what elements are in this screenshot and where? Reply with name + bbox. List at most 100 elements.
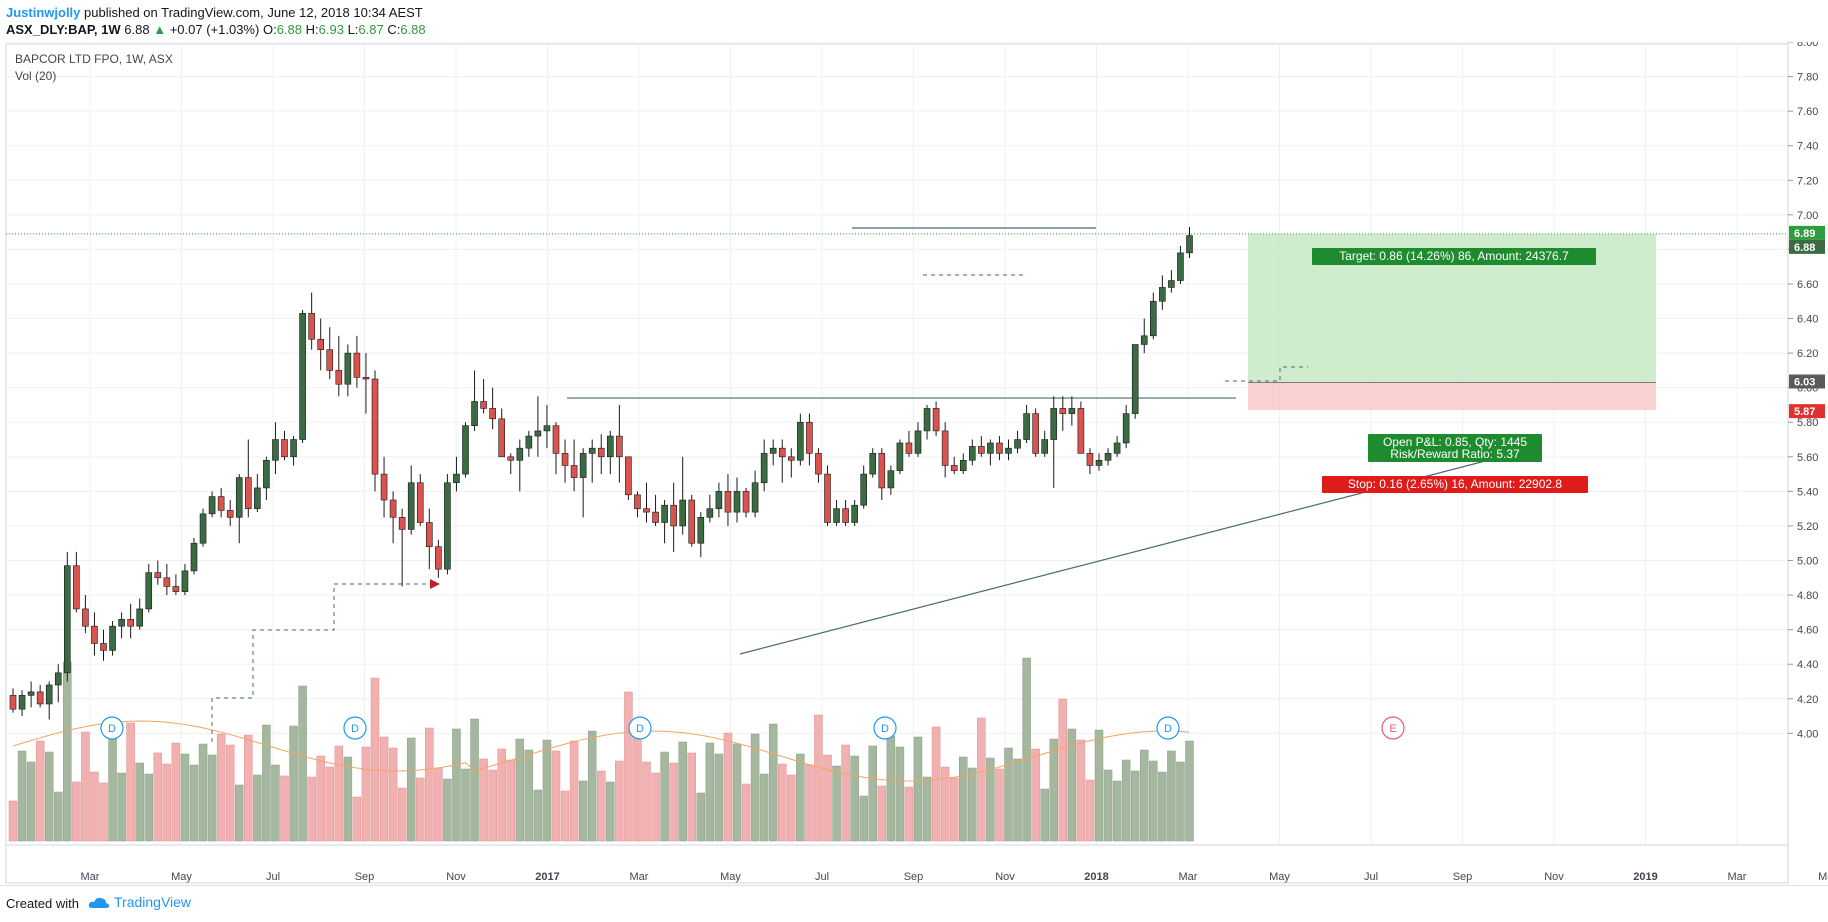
- volume-bar: [434, 767, 443, 842]
- volume-bar: [225, 744, 235, 842]
- volume-bar: [986, 757, 995, 842]
- candle-body: [407, 482, 415, 530]
- candle-body: [217, 496, 225, 511]
- volume-bar: [678, 741, 687, 842]
- volume-bars: [8, 657, 1194, 842]
- open-pl-label-text: Risk/Reward Ratio: 5.37: [1390, 447, 1520, 461]
- price-tag-label: 6.88: [1794, 242, 1815, 254]
- candle-body: [552, 425, 560, 454]
- volume-bar: [995, 768, 1004, 842]
- candle-body: [1131, 344, 1139, 414]
- time-axis[interactable]: Mar May Jul Sep Nov 2017 Mar May Jul Sep Nov 2018 Ma…: [6, 844, 1828, 883]
- time-tick-label: May: [1818, 871, 1828, 883]
- candle-body: [1140, 335, 1148, 345]
- volume-bar: [904, 786, 914, 842]
- volume-bar: [1149, 760, 1158, 842]
- candle-body: [362, 377, 370, 380]
- volume-bar: [370, 677, 380, 842]
- volume-bar: [606, 781, 615, 842]
- price-tag-label: 6.03: [1794, 376, 1815, 388]
- price-tag-bg: [1789, 239, 1825, 254]
- price-tick-label: 5.60: [1797, 452, 1818, 464]
- volume-bar: [244, 734, 253, 842]
- volume-ma-line: [12, 720, 1190, 782]
- candle-body: [1068, 408, 1076, 414]
- volume-bar: [153, 752, 163, 842]
- candle-body: [335, 370, 343, 385]
- candle-body: [597, 447, 605, 458]
- dividend-marker: [873, 716, 897, 740]
- volume-bar: [877, 785, 887, 842]
- volume-bar: [1085, 779, 1095, 842]
- volume-bar: [135, 762, 144, 842]
- volume-bar: [1167, 750, 1176, 842]
- candle-body: [688, 499, 696, 544]
- candle-body: [190, 542, 198, 572]
- volume-bar: [542, 739, 552, 842]
- volume-bar: [569, 740, 579, 842]
- volume-bar: [280, 775, 289, 842]
- candle-body: [181, 570, 189, 592]
- time-tick-label: Mar: [630, 871, 649, 883]
- volume-bar: [651, 772, 660, 842]
- candle-body: [1186, 235, 1193, 254]
- volume-bar: [262, 724, 271, 842]
- time-tick-label: 2018: [1084, 871, 1108, 883]
- candle-body: [679, 499, 687, 527]
- candle-body: [353, 352, 361, 378]
- close-label: C:: [387, 22, 401, 37]
- candle-body: [661, 504, 668, 523]
- price-tag-bg: [1789, 404, 1825, 419]
- time-tick-label: May: [1269, 871, 1290, 883]
- candle-body: [136, 608, 143, 627]
- author-link[interactable]: Justinwjolly: [6, 5, 81, 20]
- volume-bar: [913, 736, 923, 842]
- candle-body: [73, 565, 80, 610]
- volume-bar: [723, 732, 733, 842]
- candle-body: [606, 435, 614, 458]
- candle-body: [634, 494, 641, 509]
- dividend-label: D: [636, 723, 644, 735]
- candle-body: [1023, 413, 1030, 440]
- volume-bar: [334, 745, 344, 842]
- candle-body: [733, 491, 741, 513]
- candle-body: [1077, 408, 1085, 454]
- volume-bar: [35, 740, 45, 842]
- high-value: 6.93: [318, 22, 344, 37]
- time-tick-label: Sep: [355, 871, 375, 883]
- price-chart[interactable]: 8.007.807.607.407.207.006.806.606.406.20…: [0, 42, 1828, 885]
- price-tags: 6.89 6.88 6.03 5.87: [1789, 225, 1825, 419]
- candle-body: [706, 508, 714, 518]
- candle-body: [127, 618, 134, 627]
- candle-body: [860, 473, 868, 506]
- price-tick-label: 4.40: [1797, 659, 1818, 671]
- volume-bar: [1158, 771, 1167, 842]
- price-tick-label: 5.80: [1797, 417, 1818, 429]
- tradingview-logo[interactable]: TradingView: [88, 894, 191, 910]
- candle-body: [869, 453, 877, 475]
- candle-body: [778, 447, 786, 458]
- volume-bar: [117, 772, 126, 842]
- volume-bar: [940, 766, 950, 842]
- volume-bar: [587, 730, 597, 842]
- candle-body: [18, 695, 26, 710]
- dividend-marker: [628, 716, 652, 740]
- candle-body: [308, 313, 315, 340]
- volume-bar: [886, 735, 896, 842]
- price-axis[interactable]: 8.007.807.607.407.207.006.806.606.406.20…: [1787, 42, 1818, 883]
- dividend-marker: [100, 716, 124, 740]
- candle-body: [290, 439, 297, 458]
- volume-bar: [968, 767, 977, 842]
- volume-bar: [90, 771, 99, 842]
- candle-body: [1113, 442, 1121, 454]
- volume-bar: [108, 732, 117, 842]
- dividend-marker: [343, 716, 367, 740]
- time-tick-label: Nov: [995, 871, 1015, 883]
- time-tick-label: 2019: [1633, 871, 1657, 883]
- price-tick-label: 5.00: [1797, 556, 1818, 568]
- candle-body: [787, 456, 795, 461]
- entry-path: [1225, 366, 1308, 382]
- stop-label-text: Stop: 0.16 (2.65%) 16, Amount: 22902.8: [1348, 477, 1562, 491]
- volume-bar: [1140, 749, 1149, 842]
